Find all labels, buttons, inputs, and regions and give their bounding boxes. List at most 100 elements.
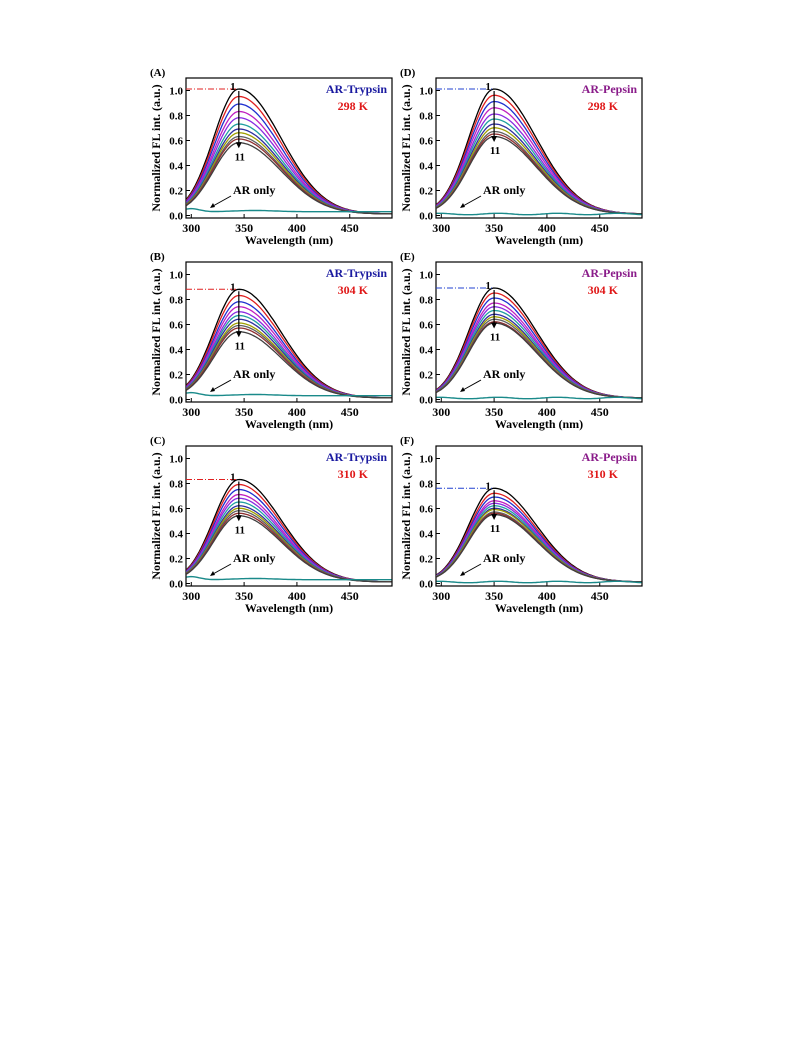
temperature-label: 298 K: [338, 99, 369, 113]
y-tick-label: 0.4: [169, 345, 183, 357]
y-tick-label: 0.2: [169, 186, 183, 198]
y-tick-label: 0.8: [419, 479, 433, 491]
y-tick-label: 0.6: [419, 504, 433, 516]
x-tick-label: 300: [182, 589, 200, 603]
series-group: [436, 287, 642, 399]
ar-only-curve: [186, 391, 392, 397]
y-tick-label: 0.4: [419, 161, 433, 173]
ar-only-arrow-shaft: [212, 379, 232, 391]
ar-only-curve: [436, 396, 642, 400]
x-tick-label: 300: [182, 405, 200, 419]
y-tick-label: 1.0: [169, 270, 183, 282]
series-end-label: 11: [490, 145, 500, 157]
y-axis-title: Normalized FL int. (a.u.): [399, 268, 413, 395]
y-axis-title: Normalized FL int. (a.u.): [149, 452, 163, 579]
chart-panel-2: (B) 0.0 0.2 0.4 0.6 0.8 1.0 300 350 400 450 Wavelen…: [149, 251, 393, 431]
chart-panel-6: (F) 0.0 0.2 0.4 0.6 0.8 1.0 300 350 400 450 Wavelen…: [399, 435, 643, 615]
x-tick-label: 450: [341, 221, 359, 235]
x-tick-label: 350: [485, 405, 503, 419]
ar-only-arrow-head: [460, 571, 465, 576]
y-tick-label: 1.0: [419, 454, 433, 466]
y-tick-label: 0.6: [169, 504, 183, 516]
spectrum-curve-5: [186, 311, 392, 399]
y-tick-label: 0.6: [419, 136, 433, 148]
y-tick-label: 0.4: [169, 529, 183, 541]
x-tick-label: 450: [341, 405, 359, 419]
y-tick-label: 0.8: [169, 479, 183, 491]
x-tick-label: 450: [591, 589, 609, 603]
y-tick-label: 0.0: [169, 395, 183, 407]
series-group: [186, 478, 392, 583]
chart-panel-3: (C) 0.0 0.2 0.4 0.6 0.8 1.0 300 350 400 450 Wavelen…: [149, 435, 393, 615]
y-tick-label: 0.2: [419, 554, 433, 566]
panel-label: (C): [150, 435, 166, 447]
series-end-label: 11: [490, 523, 500, 535]
quench-arrow-head: [491, 322, 498, 329]
y-axis-title: Normalized FL int. (a.u.): [149, 268, 163, 395]
spectrum-curve-11: [186, 142, 392, 215]
ar-only-arrow-head: [210, 387, 215, 392]
x-tick-label: 450: [341, 589, 359, 603]
y-tick-label: 0.8: [419, 111, 433, 123]
y-tick-label: 0.6: [169, 320, 183, 332]
x-axis-title: Wavelength (nm): [495, 601, 583, 615]
y-tick-label: 0.6: [419, 320, 433, 332]
x-axis-title: Wavelength (nm): [495, 417, 583, 431]
ar-only-arrow-head: [210, 571, 215, 576]
chart-panel-4: (D) 0.0 0.2 0.4 0.6 0.8 1.0 300 350 400 450 Wavelen…: [399, 67, 643, 247]
series-group: [436, 487, 642, 583]
quench-arrow-head: [491, 514, 498, 520]
plot-frame: [185, 261, 393, 403]
protein-label: AR-Trypsin: [326, 266, 387, 280]
ar-only-label: AR only: [483, 183, 525, 197]
protein-label: AR-Pepsin: [582, 266, 638, 280]
x-tick-label: 450: [591, 405, 609, 419]
series-start-label: 1: [230, 472, 236, 484]
y-tick-label: 0.6: [169, 136, 183, 148]
y-tick-label: 0.4: [169, 161, 183, 173]
plot-frame: [435, 445, 643, 587]
x-tick-label: 400: [538, 405, 556, 419]
y-tick-label: 0.0: [419, 211, 433, 223]
panel-label: (A): [150, 67, 166, 79]
plot-frame: [435, 77, 643, 219]
x-axis-title: Wavelength (nm): [245, 233, 333, 247]
ar-only-label: AR only: [233, 367, 275, 381]
ar-only-curve: [436, 580, 642, 584]
ar-only-arrow-shaft: [212, 563, 232, 575]
panel-label: (D): [400, 67, 416, 79]
protein-label: AR-Pepsin: [582, 82, 638, 96]
ar-only-label: AR only: [233, 551, 275, 565]
x-tick-label: 350: [235, 589, 253, 603]
series-start-label: 1: [230, 81, 236, 93]
x-tick-label: 300: [432, 221, 450, 235]
x-tick-label: 350: [235, 221, 253, 235]
x-tick-label: 400: [538, 589, 556, 603]
ar-only-arrow-shaft: [212, 195, 232, 207]
y-tick-label: 0.0: [169, 579, 183, 591]
y-tick-label: 0.4: [419, 529, 433, 541]
y-axis-title: Normalized FL int. (a.u.): [149, 84, 163, 211]
x-axis-title: Wavelength (nm): [495, 233, 583, 247]
y-tick-label: 0.2: [169, 554, 183, 566]
y-tick-label: 0.8: [169, 295, 183, 307]
ar-only-arrow-head: [210, 203, 215, 208]
series-end-label: 11: [235, 340, 245, 352]
spectrum-curve-9: [436, 318, 642, 399]
panel-label: (B): [150, 251, 165, 263]
ar-only-label: AR only: [483, 367, 525, 381]
ar-only-arrow-head: [460, 387, 465, 392]
spectrum-curve-10: [436, 321, 642, 399]
temperature-label: 304 K: [588, 283, 619, 297]
plot-frame: [435, 261, 643, 403]
series-end-label: 11: [490, 332, 500, 344]
quench-arrow-head: [235, 515, 242, 522]
spectrum-curve-9: [186, 324, 392, 399]
y-tick-label: 0.8: [169, 111, 183, 123]
ar-only-label: AR only: [233, 183, 275, 197]
ar-only-arrow-shaft: [462, 379, 482, 391]
spectrum-curve-8: [436, 316, 642, 399]
x-tick-label: 350: [235, 405, 253, 419]
series-start-label: 1: [230, 281, 236, 293]
y-tick-label: 0.2: [419, 370, 433, 382]
